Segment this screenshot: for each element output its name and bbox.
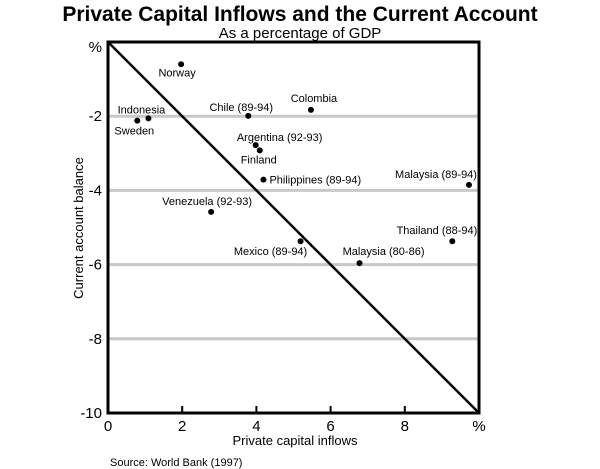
y-tick-label: -4 — [89, 182, 102, 199]
data-point: Venezuela (92-93) — [162, 196, 252, 215]
point-label: Argentina (92-93) — [237, 132, 323, 144]
source-note: Source: World Bank (1997) — [110, 457, 242, 469]
point-marker — [449, 238, 456, 245]
point-marker — [178, 61, 185, 68]
data-point: Malaysia (80-86) — [343, 246, 425, 267]
point-label: Colombia — [291, 93, 338, 105]
data-point: Philippines (89-94) — [260, 175, 361, 187]
point-marker — [465, 181, 472, 188]
point-label: Indonesia — [118, 104, 167, 116]
point-label: Thailand (88-94) — [397, 225, 478, 237]
y-tick-label: -2 — [89, 108, 102, 125]
x-tick-label: 2 — [178, 418, 186, 435]
x-tick-label: 6 — [326, 418, 334, 435]
y-tick-label: -8 — [89, 331, 102, 348]
y-tick-label: -10 — [80, 405, 102, 422]
point-label: Sweden — [114, 126, 154, 138]
point-label: Malaysia (89-94) — [395, 169, 477, 181]
data-point: Colombia — [291, 93, 338, 113]
data-point: Sweden — [114, 117, 154, 138]
point-marker — [208, 208, 215, 215]
chart-subtitle: As a percentage of GDP — [219, 25, 382, 42]
point-marker — [256, 147, 263, 154]
data-point: Argentina (92-93) — [237, 132, 323, 149]
y-tick-label: -6 — [89, 257, 102, 274]
point-marker — [307, 106, 314, 113]
y-axis-label: Current account balance — [71, 157, 86, 299]
x-tick-label: % — [472, 418, 485, 435]
x-axis-label: Private capital inflows — [233, 433, 358, 448]
point-marker — [260, 176, 267, 183]
point-marker — [252, 142, 259, 149]
point-label: Malaysia (80-86) — [343, 246, 425, 258]
data-point: Thailand (88-94) — [397, 225, 478, 245]
point-marker — [145, 115, 152, 122]
point-label: Mexico (89-94) — [234, 246, 307, 258]
data-point: Norway — [158, 61, 196, 79]
y-tick-label: % — [89, 39, 102, 56]
point-marker — [134, 117, 141, 124]
point-label: Chile (89-94) — [209, 102, 273, 114]
point-marker — [356, 260, 363, 267]
data-point: Malaysia (89-94) — [395, 169, 477, 188]
reference-line — [107, 41, 480, 414]
chart-title: Private Capital Inflows and the Current … — [62, 3, 537, 26]
point-label: Norway — [158, 67, 196, 79]
data-point: Finland — [241, 147, 277, 166]
x-tick-label: 0 — [104, 418, 112, 435]
point-marker — [297, 238, 304, 245]
point-marker — [245, 112, 252, 119]
point-label: Venezuela (92-93) — [162, 196, 252, 208]
data-point: Chile (89-94) — [209, 102, 273, 119]
x-tick-label: 4 — [252, 418, 260, 435]
data-point: Mexico (89-94) — [234, 238, 307, 258]
point-label: Finland — [241, 154, 277, 166]
x-tick-label: 8 — [401, 418, 409, 435]
point-label: Philippines (89-94) — [269, 175, 361, 187]
data-point: Indonesia — [118, 104, 167, 122]
plot-frame — [106, 40, 481, 415]
